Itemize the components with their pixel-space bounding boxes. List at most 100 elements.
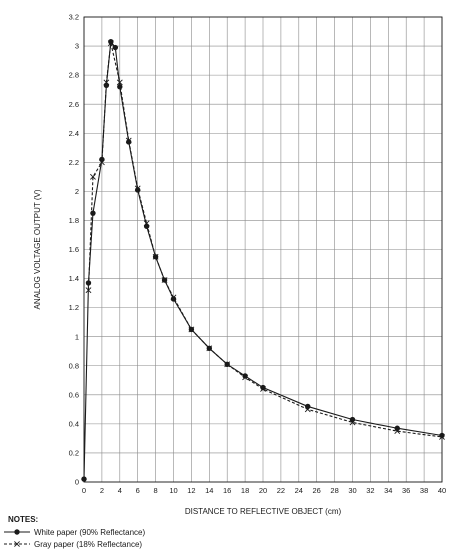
- x-tick-label: 24: [295, 486, 303, 495]
- data-point: [260, 386, 266, 392]
- data-point: [135, 187, 141, 193]
- x-axis-ticks: 0 2 4 6 8 10 12 14 16 18 20 22 24 26 28 30 32 34 36 38 40: [82, 486, 446, 495]
- y-tick-label: 1.2: [69, 303, 79, 312]
- data-point: [125, 137, 132, 144]
- cross-stroke: [152, 253, 159, 260]
- legend-marker: [14, 541, 20, 547]
- cross-stroke: [260, 386, 266, 392]
- x-tick-label: 32: [366, 486, 374, 495]
- x-tick-label: 38: [420, 486, 428, 495]
- cross-stroke: [242, 374, 249, 381]
- data-point: [85, 287, 92, 294]
- cross-stroke: [90, 173, 96, 180]
- data-point: [90, 173, 96, 180]
- data-point: [394, 425, 400, 431]
- data-point: [242, 373, 248, 379]
- data-point: [260, 384, 266, 391]
- x-tick-label: 30: [348, 486, 356, 495]
- y-axis-ticks: 0 0.2 0.4 0.6 0.8 1 1.2 1.4 1.6 1.8 2 2.2 2.4 2.6 2.8 3…: [69, 13, 79, 487]
- data-point: [143, 220, 150, 227]
- data-point: [116, 79, 123, 86]
- y-tick-label: 1: [75, 332, 79, 341]
- cross-stroke: [394, 428, 401, 435]
- cross-stroke: [116, 79, 123, 86]
- cross-stroke: [103, 79, 110, 86]
- data-point: [143, 223, 150, 229]
- y-tick-label: 3.2: [69, 13, 79, 22]
- x-tick-label: 2: [100, 486, 104, 495]
- data-point: [152, 253, 159, 260]
- data-point: [394, 428, 401, 435]
- legend-label: Gray paper (18% Reflectance): [34, 540, 142, 549]
- y-tick-label: 0.8: [69, 361, 79, 370]
- notes-title: NOTES:: [8, 515, 38, 524]
- y-tick-label: 0.4: [69, 419, 79, 428]
- x-tick-label: 22: [277, 486, 285, 495]
- cross-stroke: [107, 40, 114, 47]
- x-tick-label: 0: [82, 486, 86, 495]
- cross-stroke: [14, 541, 20, 547]
- y-tick-label: 2.6: [69, 100, 79, 109]
- cross-stroke: [304, 406, 311, 413]
- data-point: [107, 40, 114, 47]
- y-tick-label: 0: [75, 478, 79, 487]
- data-point: [349, 419, 356, 426]
- plot-border: [83, 16, 443, 483]
- y-tick-label: 3: [75, 42, 79, 51]
- x-tick-label: 34: [384, 486, 392, 495]
- data-point: [103, 79, 110, 86]
- legend-label: White paper (90% Reflectance): [34, 528, 146, 537]
- cross-stroke: [161, 277, 168, 283]
- y-tick-label: 2.8: [69, 71, 79, 80]
- x-tick-label: 14: [205, 486, 213, 495]
- cross-stroke: [206, 345, 213, 352]
- legend-item: White paper (90% Reflectance): [4, 528, 146, 537]
- cross-stroke: [224, 361, 231, 368]
- y-tick-label: 0.6: [69, 390, 79, 399]
- cross-stroke: [143, 220, 150, 227]
- data-point: [161, 277, 168, 283]
- cross-stroke: [85, 287, 92, 294]
- x-axis-label: DISTANCE TO REFLECTIVE OBJECT (cm): [185, 507, 342, 516]
- legend: White paper (90% Reflectance) Gray paper …: [4, 528, 146, 549]
- legend-marker: [14, 529, 20, 535]
- y-tick-label: 1.8: [69, 216, 79, 225]
- x-tick-label: 8: [154, 486, 158, 495]
- data-point: [112, 44, 119, 51]
- x-tick-label: 10: [169, 486, 177, 495]
- data-point: [304, 406, 311, 413]
- y-tick-label: 1.6: [69, 245, 79, 254]
- data-point: [98, 159, 105, 166]
- data-point: [206, 345, 213, 352]
- x-tick-label: 6: [136, 486, 140, 495]
- y-tick-label: 0.2: [69, 449, 79, 458]
- series-group: [81, 39, 445, 482]
- cross-stroke: [98, 159, 105, 166]
- data-point: [108, 39, 114, 45]
- y-tick-label: 1.4: [69, 274, 79, 283]
- x-tick-label: 26: [313, 486, 321, 495]
- x-tick-label: 36: [402, 486, 410, 495]
- series-line: [87, 43, 443, 438]
- x-tick-label: 28: [330, 486, 338, 495]
- x-tick-label: 40: [438, 486, 446, 495]
- cross-stroke: [439, 434, 445, 440]
- y-tick-label: 2.2: [69, 158, 79, 167]
- data-point: [134, 185, 141, 192]
- data-point: [170, 294, 177, 301]
- x-tick-label: 20: [259, 486, 267, 495]
- y-axis-label: ANALOG VOLTAGE OUTPUT (V): [33, 189, 42, 309]
- x-tick-label: 18: [241, 486, 249, 495]
- plot-frame: [83, 16, 443, 483]
- data-point: [188, 326, 195, 333]
- cross-stroke: [134, 185, 141, 192]
- cross-stroke: [188, 326, 195, 333]
- series-gray-paper: [85, 40, 445, 440]
- data-point: [242, 374, 249, 381]
- data-point: [439, 432, 445, 439]
- x-tick-label: 4: [118, 486, 122, 495]
- legend-item: Gray paper (18% Reflectance): [4, 540, 142, 549]
- cross-stroke: [125, 137, 132, 144]
- cross-stroke: [349, 419, 356, 426]
